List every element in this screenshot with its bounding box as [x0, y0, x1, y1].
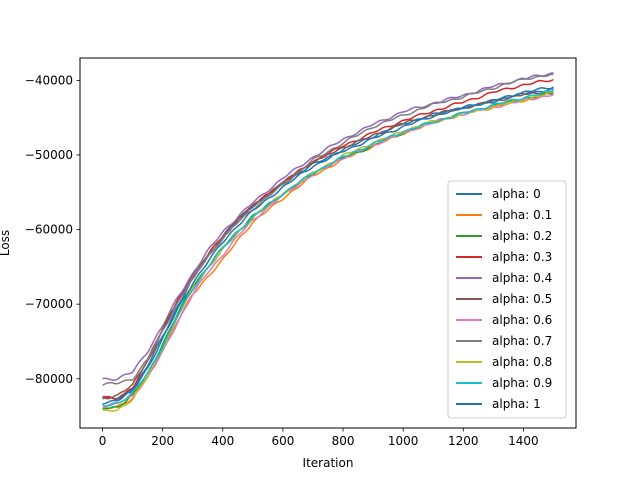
y-tick-label: −60000 [25, 223, 73, 237]
y-axis-label: Loss [0, 230, 12, 256]
x-axis-label: Iteration [303, 456, 354, 470]
y-axis: −80000 −70000 −60000 −50000 −40000 [25, 73, 80, 386]
series-line [102, 72, 554, 381]
legend-label: alpha: 0.1 [492, 208, 552, 222]
x-tick-label: 600 [271, 434, 294, 448]
x-tick-label: 800 [332, 434, 355, 448]
x-tick-label: 200 [151, 434, 174, 448]
legend-label: alpha: 0.5 [492, 292, 552, 306]
legend: alpha: 0 alpha: 0.1 alpha: 0.2 alpha: 0.3 al… [447, 180, 567, 419]
y-tick-label: −80000 [25, 372, 73, 386]
legend-label: alpha: 0.4 [492, 271, 552, 285]
x-tick-label: 400 [211, 434, 234, 448]
legend-label: alpha: 1 [492, 397, 541, 411]
x-tick-label: 1400 [508, 434, 539, 448]
plot-frame [79, 57, 577, 429]
legend-box [447, 180, 567, 419]
x-tick-label: 1000 [388, 434, 419, 448]
series-lines [102, 72, 554, 412]
legend-label: alpha: 0.8 [492, 355, 552, 369]
x-tick-label: 1200 [448, 434, 479, 448]
series-line [102, 86, 554, 405]
x-axis: 0 200 400 600 800 1000 1200 1400 [99, 428, 539, 448]
legend-label: alpha: 0.3 [492, 250, 552, 264]
x-tick-label: 0 [99, 434, 107, 448]
series-line [102, 90, 554, 407]
y-tick-label: −70000 [25, 297, 73, 311]
legend-label: alpha: 0.7 [492, 334, 552, 348]
y-tick-label: −50000 [25, 148, 73, 162]
legend-label: alpha: 0.6 [492, 313, 552, 327]
y-tick-label: −40000 [25, 73, 73, 87]
legend-label: alpha: 0.9 [492, 376, 552, 390]
legend-label: alpha: 0.2 [492, 229, 552, 243]
legend-label: alpha: 0 [492, 187, 541, 201]
